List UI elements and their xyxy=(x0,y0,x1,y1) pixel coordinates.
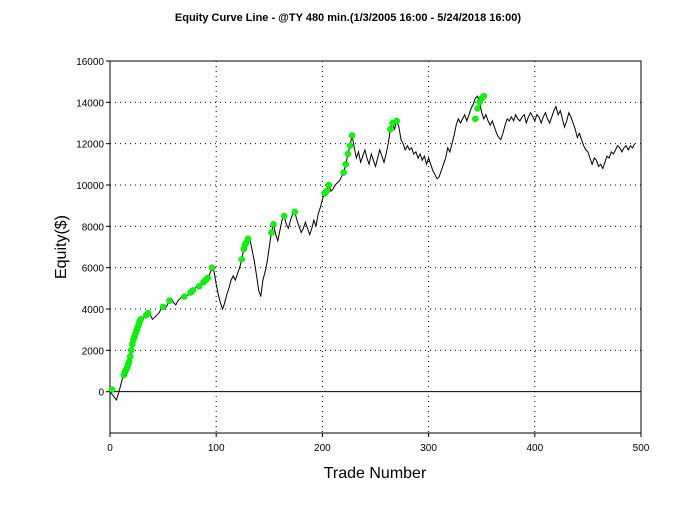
x-tick-label: 300 xyxy=(420,443,437,454)
new-high-marker xyxy=(166,297,173,304)
new-high-marker xyxy=(181,293,188,300)
y-tick-label: 10000 xyxy=(76,181,104,192)
y-tick-label: 0 xyxy=(98,388,104,399)
y-tick-label: 2000 xyxy=(82,346,105,357)
new-high-marker xyxy=(125,358,133,365)
new-high-marker xyxy=(268,229,275,236)
new-high-marker xyxy=(387,125,394,133)
new-high-marker xyxy=(144,309,152,317)
new-high-marker xyxy=(189,287,197,294)
new-high-marker xyxy=(270,221,277,228)
new-high-marker xyxy=(344,150,352,158)
new-high-marker xyxy=(323,187,330,195)
x-tick-label: 500 xyxy=(633,443,650,454)
new-high-marker xyxy=(137,316,145,323)
x-axis-title: Trade Number xyxy=(324,465,427,482)
new-high-marker xyxy=(127,347,135,354)
new-high-marker xyxy=(244,235,252,242)
new-high-marker xyxy=(208,264,216,271)
y-tick-label: 8000 xyxy=(82,222,105,233)
chart-title: Equity Curve Line - @TY 480 min.(1/3/200… xyxy=(174,12,522,24)
new-high-marker xyxy=(348,132,356,139)
new-high-marker xyxy=(393,117,400,125)
highlight-layer xyxy=(108,92,488,393)
plot-area xyxy=(109,60,642,434)
new-high-marker xyxy=(342,161,350,168)
new-high-marker xyxy=(325,181,333,189)
new-high-marker xyxy=(159,303,167,311)
new-high-marker xyxy=(340,169,347,176)
new-high-marker xyxy=(291,208,299,216)
x-tick-label: 400 xyxy=(526,443,543,454)
y-tick-label: 16000 xyxy=(76,57,104,68)
new-high-marker xyxy=(108,386,116,393)
new-high-marker xyxy=(346,142,354,149)
new-high-marker xyxy=(195,283,203,290)
y-tick-label: 14000 xyxy=(76,98,104,109)
y-tick-label: 4000 xyxy=(82,305,105,316)
new-high-marker xyxy=(280,212,288,220)
new-high-marker xyxy=(204,274,211,282)
grid-lines xyxy=(110,61,641,433)
x-tick-label: 200 xyxy=(314,443,331,454)
x-tick-label: 100 xyxy=(208,443,225,454)
new-high-marker xyxy=(126,353,134,360)
new-high-marker xyxy=(474,105,481,112)
new-high-marker xyxy=(472,115,479,123)
x-tick-label: 0 xyxy=(107,443,113,454)
y-tick-label: 6000 xyxy=(82,264,105,275)
new-high-marker xyxy=(480,92,488,100)
new-high-marker xyxy=(238,256,245,263)
y-tick-label: 12000 xyxy=(76,140,104,151)
y-axis-title: Equity($) xyxy=(53,215,70,279)
axis-ticks: 0 100 200 300 400 500 0 2000 4000 6000 8000 10000 12… xyxy=(76,57,650,454)
